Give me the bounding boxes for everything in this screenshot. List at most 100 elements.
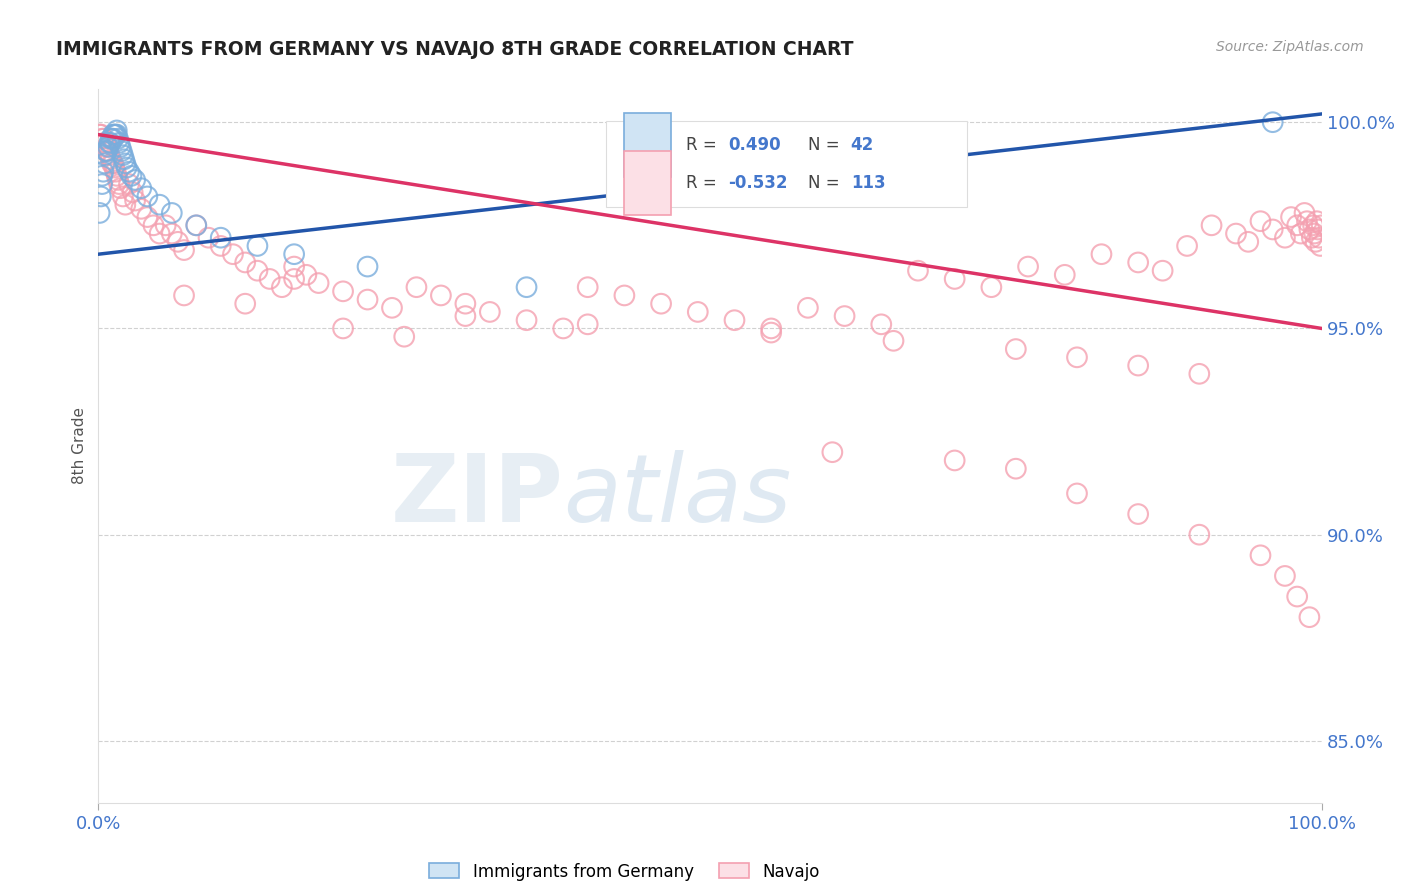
Point [111,148,134,162]
Point [93,156,115,170]
Text: 113: 113 [851,174,886,192]
Point [943,453,966,467]
Point [149,227,172,241]
Point [283,260,305,274]
FancyBboxPatch shape [624,113,671,178]
Point [93,136,115,150]
Point [112,153,135,167]
Point [115,161,138,175]
Point [107,173,129,187]
Point [111,144,134,158]
Point [121,186,143,200]
Point [1305,235,1327,249]
Point [110,181,132,195]
Point [173,288,195,302]
Point [94,136,117,150]
Point [1261,115,1284,129]
Point [222,247,245,261]
Point [1306,222,1329,236]
Point [883,334,905,348]
Text: IMMIGRANTS FROM GERMANY VS NAVAJO 8TH GRADE CORRELATION CHART: IMMIGRANTS FROM GERMANY VS NAVAJO 8TH GR… [56,40,853,59]
Point [136,189,159,203]
Point [454,309,477,323]
Point [1249,549,1271,563]
Point [515,280,537,294]
Point [1017,260,1039,274]
Point [1301,230,1323,244]
Point [723,313,745,327]
Point [105,169,128,183]
Text: R =: R = [686,174,721,192]
Point [96,140,118,154]
Point [103,128,125,142]
Point [124,194,146,208]
Y-axis label: 8th Grade: 8th Grade [72,408,87,484]
Point [1004,461,1026,475]
Point [332,285,354,299]
Point [1261,222,1284,236]
Point [91,177,114,191]
Point [114,156,136,170]
Point [124,173,146,187]
Point [576,280,599,294]
Point [186,219,208,233]
Point [1298,610,1320,624]
Point [160,206,183,220]
Point [209,239,232,253]
Point [101,128,124,142]
Point [405,280,427,294]
FancyBboxPatch shape [606,121,967,207]
Point [1237,235,1260,249]
Point [907,263,929,277]
Point [104,164,127,178]
Point [515,313,537,327]
Point [108,177,131,191]
Point [1188,367,1211,381]
Point [98,136,121,150]
Point [1286,219,1309,233]
Point [91,164,114,178]
Point [356,260,378,274]
Point [89,206,111,220]
Point [576,318,599,332]
Point [91,131,114,145]
Point [332,321,354,335]
Point [89,128,111,142]
Point [1308,230,1330,244]
Point [430,288,453,302]
Point [1286,590,1309,604]
Point [1090,247,1112,261]
Point [1188,527,1211,541]
Point [186,219,208,233]
Point [167,235,190,249]
Point [1128,255,1150,269]
Point [1302,219,1324,233]
Point [101,156,124,170]
Point [356,293,378,307]
Point [107,131,129,145]
Point [1175,239,1198,253]
Point [761,326,783,340]
Point [1303,227,1326,241]
Point [94,144,117,158]
Text: Source: ZipAtlas.com: Source: ZipAtlas.com [1216,40,1364,54]
Point [943,272,966,286]
Point [114,197,136,211]
Point [308,276,330,290]
Point [173,243,195,257]
Point [295,268,318,282]
Point [1274,569,1296,583]
Point [1225,227,1247,241]
Point [100,136,122,150]
Text: N =: N = [808,136,845,154]
Text: 42: 42 [851,136,875,154]
Point [797,301,820,315]
Point [100,131,122,145]
Point [1289,227,1312,241]
Point [101,156,124,170]
Point [1128,507,1150,521]
Text: ZIP: ZIP [391,450,564,542]
Point [96,144,118,158]
Point [129,181,152,195]
Point [761,321,783,335]
